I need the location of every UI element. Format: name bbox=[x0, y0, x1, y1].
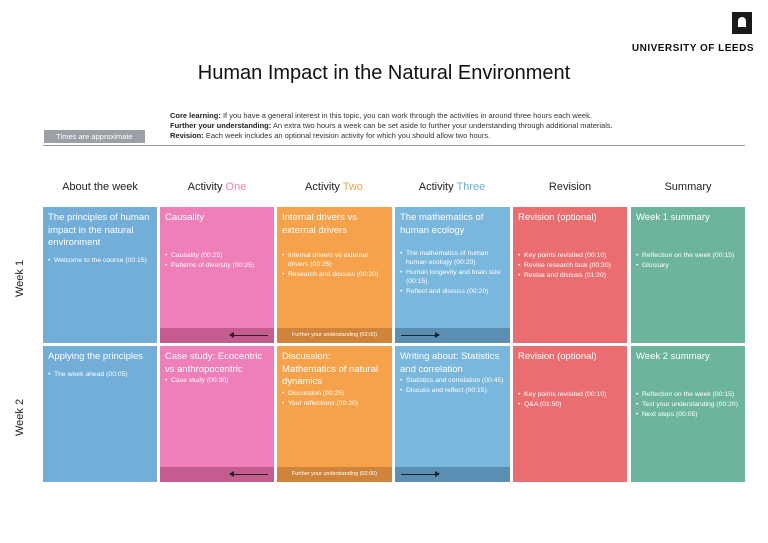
list-item: Patterns of diversity (00:25) bbox=[165, 261, 269, 270]
card-title: Internal drivers vs external drivers bbox=[282, 212, 357, 236]
list-item: Statistics and correlation (00:45) bbox=[400, 376, 505, 385]
list-item: Glossary bbox=[636, 261, 740, 270]
week1-activity-two-card[interactable]: Internal drivers vs external drivers Int… bbox=[277, 207, 392, 328]
list-item: Key points revisited (00:10) bbox=[518, 390, 622, 399]
university-name: UNIVERSITY OF LEEDS bbox=[631, 43, 754, 54]
list-item: Welcome to the course (00:15) bbox=[48, 256, 152, 265]
card-title: The mathematics of human ecology bbox=[400, 212, 484, 236]
week2-about-card[interactable]: Applying the principles The week ahead (… bbox=[43, 346, 157, 482]
list-item: Reflect and discuss (00:20) bbox=[400, 287, 505, 296]
core-text: If you have a general interest in this t… bbox=[222, 111, 592, 120]
list-item: Causality (00:25) bbox=[165, 251, 269, 260]
core-label: Core learning: bbox=[170, 111, 221, 120]
further-strip-orange[interactable]: Further your understanding (02:00) bbox=[277, 328, 392, 343]
revision-text: Each week includes an optional revision … bbox=[205, 131, 491, 140]
list-item: Human longevity and brain size (00:15) bbox=[400, 268, 505, 286]
times-approximate-badge: Times are approximate bbox=[44, 130, 145, 143]
list-item: Revise and discuss (01:20) bbox=[518, 271, 622, 280]
list-item: Case study (00:30) bbox=[165, 376, 269, 385]
column-header-summary: Summary bbox=[664, 181, 712, 193]
column-header-about: About the week bbox=[62, 181, 138, 193]
list-item: Reflection on the week (00:15) bbox=[636, 251, 740, 260]
list-item: The mathematics of human human ecology (… bbox=[400, 249, 505, 267]
right-arrow-icon bbox=[401, 332, 440, 338]
further-strip-sky bbox=[395, 467, 510, 482]
card-title: Revision (optional) bbox=[518, 212, 597, 223]
list-item: Internal drivers vs external drivers (00… bbox=[282, 251, 387, 269]
list-item: Discuss and reflect (00:15) bbox=[400, 386, 505, 395]
row-label-week-1: Week 1 bbox=[14, 259, 26, 297]
list-item: Discussion (00:25) bbox=[282, 389, 387, 398]
week2-activity-three-card[interactable]: Writing about: Statistics and correlatio… bbox=[395, 346, 510, 467]
list-item: Q&A (01:50) bbox=[518, 400, 622, 409]
left-arrow-icon bbox=[229, 471, 268, 477]
card-title: Week 1 summary bbox=[636, 212, 710, 223]
further-label: Further your understanding: bbox=[170, 121, 272, 130]
week1-about-card[interactable]: The principles of human impact in the na… bbox=[43, 207, 157, 343]
card-title: Writing about: Statistics and correlatio… bbox=[400, 351, 500, 375]
week1-summary-card[interactable]: Week 1 summary Reflection on the week (0… bbox=[631, 207, 745, 343]
university-logo: UNIVERSITY OF LEEDS bbox=[624, 12, 754, 54]
list-item: Your reflections (00:20) bbox=[282, 399, 387, 408]
revision-label: Revision: bbox=[170, 131, 204, 140]
week1-revision-card[interactable]: Revision (optional) Key points revisited… bbox=[513, 207, 627, 343]
week2-activity-two-card[interactable]: Discussion: Mathematics of natural dynam… bbox=[277, 346, 392, 467]
page-title: Human Impact in the Natural Environment bbox=[197, 62, 571, 84]
list-item: Revise research task (00:30) bbox=[518, 261, 622, 270]
list-item: Test your understanding (00:20) bbox=[636, 400, 740, 409]
column-header-activity-one: Activity One bbox=[187, 181, 247, 193]
card-title: Case study: Ecocentric vs anthropocentri… bbox=[165, 351, 263, 375]
list-item: Key points revisited (00:10) bbox=[518, 251, 622, 260]
column-header-activity-two: Activity Two bbox=[305, 181, 363, 193]
card-title: Discussion: Mathematics of natural dynam… bbox=[282, 351, 379, 387]
card-title: Causality bbox=[165, 212, 205, 223]
week1-activity-three-card[interactable]: The mathematics of human ecology The mat… bbox=[395, 207, 510, 328]
left-arrow-icon bbox=[229, 332, 268, 338]
week2-revision-card[interactable]: Revision (optional) Key points revisited… bbox=[513, 346, 627, 482]
further-strip-pink bbox=[160, 328, 274, 343]
learning-notes: Core learning: If you have a general int… bbox=[170, 111, 745, 141]
column-header-revision: Revision bbox=[548, 181, 592, 193]
week2-summary-card[interactable]: Week 2 summary Reflection on the week (0… bbox=[631, 346, 745, 482]
card-title: Revision (optional) bbox=[518, 351, 597, 362]
further-strip-sky bbox=[395, 328, 510, 343]
right-arrow-icon bbox=[401, 471, 440, 477]
row-label-week-2: Week 2 bbox=[14, 398, 26, 436]
column-header-activity-three: Activity Three bbox=[418, 181, 486, 193]
week2-activity-one-card[interactable]: Case study: Ecocentric vs anthropocentri… bbox=[160, 346, 274, 467]
card-title: The principles of human impact in the na… bbox=[48, 212, 150, 248]
divider bbox=[43, 145, 745, 146]
crest-icon bbox=[732, 12, 752, 34]
list-item: Reflection on the week (00:15) bbox=[636, 390, 740, 399]
list-item: Next steps (00:05) bbox=[636, 410, 740, 419]
card-title: Applying the principles bbox=[48, 351, 144, 362]
week1-activity-one-card[interactable]: Causality Causality (00:25) Patterns of … bbox=[160, 207, 274, 328]
further-strip-pink bbox=[160, 467, 274, 482]
further-strip-orange[interactable]: Further your understanding (02:00) bbox=[277, 467, 392, 482]
further-text: An extra two hours a week can be set asi… bbox=[272, 121, 613, 130]
list-item: The week ahead (00:05) bbox=[48, 370, 152, 379]
card-title: Week 2 summary bbox=[636, 351, 710, 362]
list-item: Research and discuss (00:20) bbox=[282, 270, 387, 279]
